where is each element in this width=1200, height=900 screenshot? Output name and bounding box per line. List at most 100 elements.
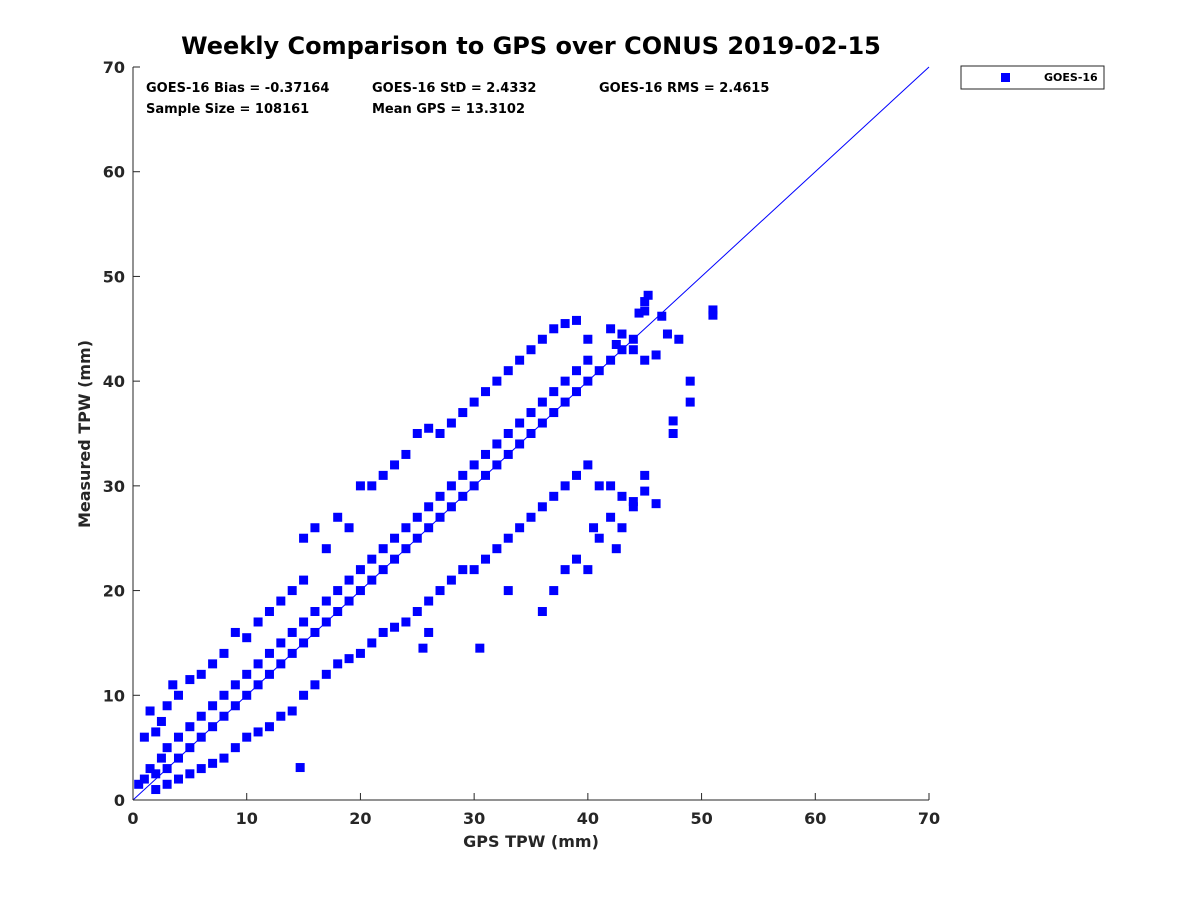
scatter-point: [418, 643, 428, 653]
scatter-point: [668, 429, 678, 438]
scatter-point: [634, 308, 644, 318]
scatter-point: [173, 690, 183, 700]
scatter-point: [515, 523, 525, 533]
scatter-point: [367, 554, 377, 564]
x-tick-label: 50: [690, 809, 712, 828]
scatter-point: [310, 607, 320, 617]
scatter-point: [355, 648, 365, 658]
scatter-point: [139, 774, 149, 784]
scatter-point: [549, 324, 559, 334]
scatter-point: [571, 315, 581, 325]
scatter-point: [446, 575, 456, 585]
scatter-point: [219, 690, 229, 700]
scatter-point: [412, 512, 422, 522]
scatter-point: [162, 779, 172, 789]
scatter-point: [230, 680, 240, 690]
stat-sample-size: Sample Size = 108161: [146, 102, 309, 117]
scatter-point: [242, 732, 252, 742]
scatter-point: [617, 491, 627, 501]
scatter-point: [492, 439, 502, 449]
scatter-point: [162, 701, 172, 711]
scatter-point: [367, 638, 377, 648]
scatter-point: [571, 554, 581, 564]
scatter-point: [173, 732, 183, 742]
scatter-point: [640, 486, 650, 496]
scatter-point: [469, 565, 479, 575]
scatter-point: [333, 512, 343, 522]
plot-area: 0 10 20 30 40 50 60 70 0 10 20 30 40 50 60 70: [103, 58, 940, 828]
scatter-point: [481, 554, 491, 564]
scatter-point: [401, 449, 411, 459]
scatter-point: [640, 470, 650, 480]
x-tick-label: 20: [349, 809, 371, 828]
scatter-point: [606, 481, 616, 491]
scatter-point: [515, 355, 525, 365]
scatter-point: [617, 523, 627, 533]
scatter-point: [264, 607, 274, 617]
scatter-point: [458, 470, 468, 480]
scatter-point: [390, 622, 400, 632]
scatter-point: [606, 324, 616, 334]
scatter-point: [594, 481, 604, 491]
scatter-point: [446, 418, 456, 428]
scatter-point: [611, 339, 621, 349]
scatter-point: [708, 305, 718, 315]
scatter-point: [475, 643, 485, 653]
scatter-point: [412, 607, 422, 617]
x-tick-label: 60: [804, 809, 826, 828]
scatter-point: [390, 533, 400, 543]
scatter-point: [435, 491, 445, 501]
scatter-point: [310, 523, 320, 533]
scatter-point: [537, 334, 547, 344]
scatter-point: [435, 586, 445, 596]
x-axis-label: GPS TPW (mm): [463, 832, 599, 851]
scatter-point: [196, 669, 206, 679]
legend-label-goes16: GOES-16: [1044, 71, 1098, 84]
scatter-point: [424, 596, 434, 606]
scatter-point: [230, 743, 240, 753]
scatter-point: [151, 769, 161, 779]
legend-box: [960, 65, 1105, 90]
scatter-point: [344, 523, 354, 533]
scatter-point: [537, 397, 547, 407]
scatter-point: [367, 481, 377, 491]
scatter-point: [560, 565, 570, 575]
scatter-point: [253, 659, 263, 669]
scatter-point: [469, 397, 479, 407]
scatter-point: [151, 727, 161, 737]
x-tick-label: 10: [236, 809, 258, 828]
scatter-point: [287, 627, 297, 637]
scatter-point: [344, 654, 354, 664]
scatter-point: [708, 310, 718, 320]
scatter-point: [333, 659, 343, 669]
scatter-point: [662, 329, 672, 339]
scatter-point: [390, 460, 400, 470]
scatter-point: [185, 722, 195, 732]
x-tick-label: 70: [918, 809, 940, 828]
y-tick-label: 40: [103, 372, 125, 391]
scatter-point: [162, 743, 172, 753]
scatter-point: [526, 345, 536, 355]
scatter-point: [560, 481, 570, 491]
y-tick-label: 30: [103, 477, 125, 496]
scatter-point: [503, 586, 513, 596]
stat-mean-gps: Mean GPS = 13.3102: [372, 102, 525, 117]
scatter-point: [156, 716, 166, 726]
scatter-point: [412, 429, 422, 438]
scatter-point: [185, 769, 195, 779]
scatter-point: [242, 669, 252, 679]
scatter-point: [299, 533, 309, 543]
scatter-point: [492, 376, 502, 386]
scatter-point: [526, 512, 536, 522]
scatter-point: [503, 366, 513, 376]
y-tick-label: 20: [103, 582, 125, 601]
scatter-point: [640, 306, 650, 316]
one-to-one-line: [132, 66, 930, 801]
scatter-point: [503, 533, 513, 543]
scatter-point: [208, 701, 218, 711]
scatter-point: [458, 565, 468, 575]
scatter-point: [264, 722, 274, 732]
scatter-point: [685, 397, 695, 407]
scatter-point: [276, 596, 286, 606]
